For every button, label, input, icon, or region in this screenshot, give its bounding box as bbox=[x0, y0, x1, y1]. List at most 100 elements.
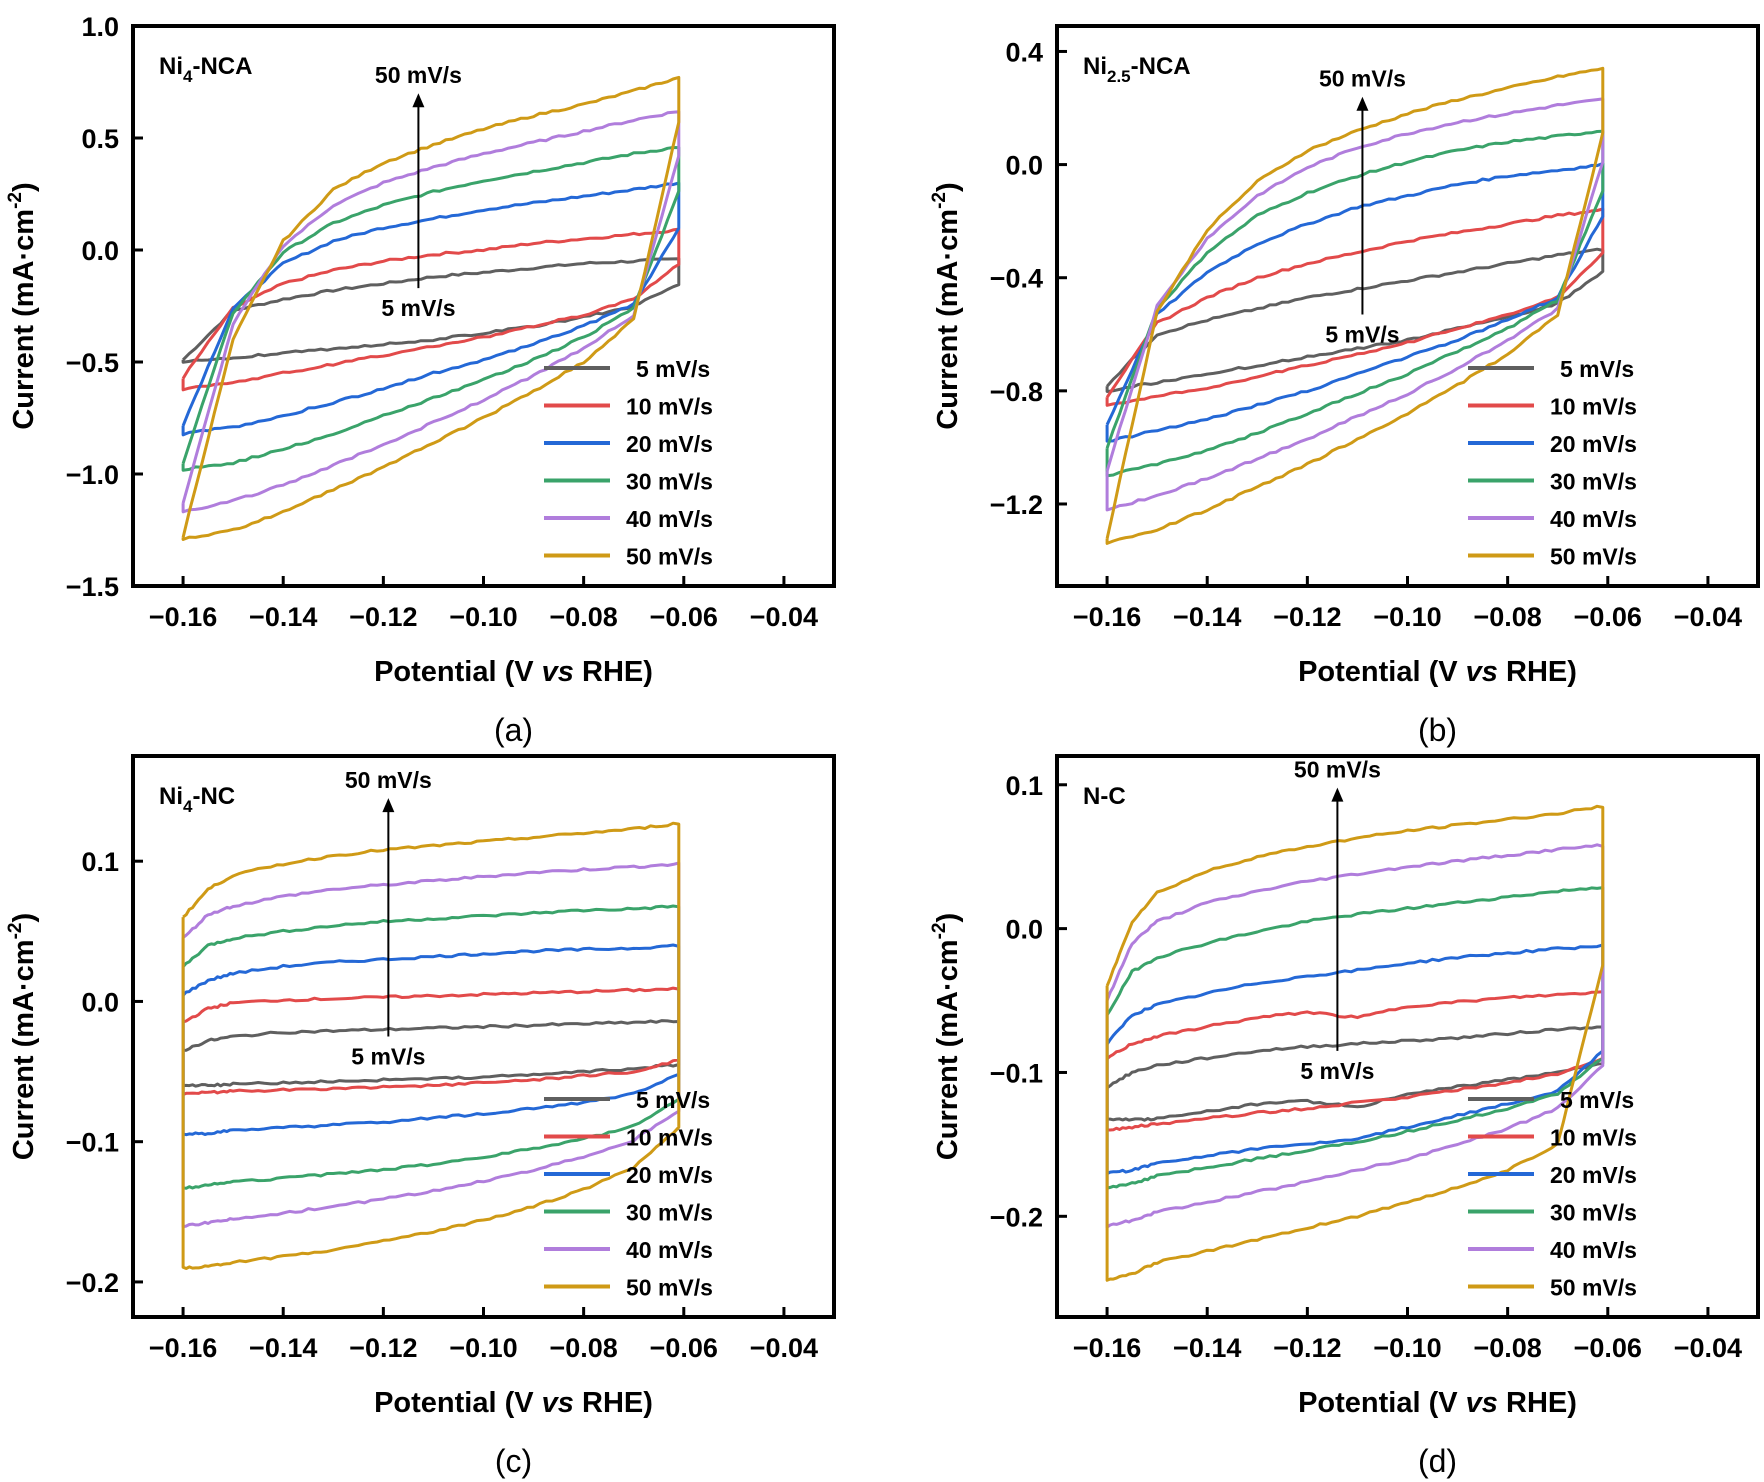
y-tick-label: −1.5 bbox=[66, 572, 119, 602]
series-line-40-mV-s bbox=[1105, 843, 1605, 1229]
legend-label: 5 mV/s bbox=[1560, 356, 1634, 382]
x-tick-label: −0.04 bbox=[1674, 602, 1742, 632]
sample-label: Ni4-NC bbox=[159, 783, 235, 816]
series-line-5-mV-s bbox=[1105, 247, 1605, 393]
y-tick-label: −0.2 bbox=[990, 1202, 1043, 1232]
sample-label: Ni4-NCA bbox=[159, 53, 252, 86]
sample-label: N-C bbox=[1083, 783, 1126, 810]
y-tick-label: 1.0 bbox=[81, 12, 119, 42]
x-tick-label: −0.14 bbox=[1173, 1333, 1241, 1363]
legend-label: 20 mV/s bbox=[1550, 1162, 1637, 1188]
x-tick-label: −0.16 bbox=[1073, 602, 1141, 632]
x-tick-label: −0.10 bbox=[449, 1333, 517, 1363]
x-tick-label: −0.10 bbox=[449, 602, 517, 632]
series-line-30-mV-s bbox=[1105, 129, 1605, 478]
x-tick-label: −0.14 bbox=[1173, 602, 1241, 632]
x-tick-label: −0.14 bbox=[249, 602, 317, 632]
annotation-bottom: 5 mV/s bbox=[1300, 1058, 1374, 1084]
plot-frame bbox=[1055, 754, 1760, 1319]
legend-label: 50 mV/s bbox=[1550, 544, 1637, 570]
x-axis-label: Potential (V vs RHE) bbox=[374, 1387, 653, 1419]
arrow-head-icon bbox=[382, 798, 395, 813]
y-tick-label: 0.0 bbox=[1005, 915, 1043, 945]
x-tick-label: −0.12 bbox=[1273, 1333, 1341, 1363]
series-line-30-mV-s bbox=[1105, 886, 1605, 1190]
arrow-head-icon bbox=[1356, 96, 1369, 111]
series-line-50-mV-s bbox=[1105, 804, 1605, 1282]
series-line-10-mV-s bbox=[181, 227, 681, 392]
panel-label: (d) bbox=[1418, 1443, 1457, 1479]
annotation-bottom: 5 mV/s bbox=[351, 1044, 425, 1070]
legend-label: 40 mV/s bbox=[626, 506, 713, 532]
x-tick-label: −0.04 bbox=[750, 602, 818, 632]
series-line-5-mV-s bbox=[181, 257, 681, 364]
annotation-top: 50 mV/s bbox=[1319, 66, 1406, 92]
series-line-10-mV-s bbox=[1105, 207, 1605, 407]
legend-label: 20 mV/s bbox=[626, 1162, 713, 1188]
x-tick-label: −0.08 bbox=[549, 1333, 617, 1363]
x-tick-label: −0.06 bbox=[650, 602, 718, 632]
arrow-head-icon bbox=[1331, 787, 1344, 802]
y-tick-label: −1.2 bbox=[990, 490, 1043, 520]
panel-label: (a) bbox=[494, 712, 533, 748]
legend-label: 30 mV/s bbox=[1550, 469, 1637, 495]
series-line-5-mV-s bbox=[181, 1019, 681, 1088]
x-tick-label: −0.14 bbox=[249, 1333, 317, 1363]
legend-label: 10 mV/s bbox=[626, 1125, 713, 1151]
legend-label: 40 mV/s bbox=[1550, 1237, 1637, 1263]
panel-a: −0.16 −0.14 −0.12 −0.10 −0.08 −0.06 −0.04 −1.5 −… bbox=[5, 12, 836, 748]
y-tick-label: −0.5 bbox=[66, 348, 119, 378]
x-tick-label: −0.12 bbox=[349, 1333, 417, 1363]
legend-label: 5 mV/s bbox=[1560, 1087, 1634, 1113]
legend-label: 30 mV/s bbox=[626, 469, 713, 495]
legend-label: 20 mV/s bbox=[1550, 431, 1637, 457]
x-tick-label: −0.10 bbox=[1373, 602, 1441, 632]
y-axis-label: Current (mA·cm-2) bbox=[929, 913, 964, 1160]
series-line-40-mV-s bbox=[181, 110, 681, 514]
series-line-20-mV-s bbox=[181, 943, 681, 1137]
y-tick-label: −0.8 bbox=[990, 377, 1043, 407]
y-tick-label: 0.5 bbox=[81, 124, 119, 154]
x-tick-label: −0.16 bbox=[1073, 1333, 1141, 1363]
legend-label: 40 mV/s bbox=[626, 1237, 713, 1263]
y-axis-label: Current (mA·cm-2) bbox=[929, 182, 964, 429]
sample-label: Ni2.5-NCA bbox=[1083, 53, 1191, 86]
legend-label: 30 mV/s bbox=[626, 1200, 713, 1226]
y-tick-label: 0.1 bbox=[1005, 771, 1043, 801]
x-tick-label: −0.06 bbox=[1574, 602, 1642, 632]
y-tick-label: 0.0 bbox=[1005, 151, 1043, 181]
panel-d: −0.16 −0.14 −0.12 −0.10 −0.08 −0.06 −0.04 −0.2 −… bbox=[929, 754, 1760, 1479]
panel-c: −0.16 −0.14 −0.12 −0.10 −0.08 −0.06 −0.04 −0.2 −… bbox=[5, 754, 836, 1479]
series-line-50-mV-s bbox=[181, 75, 681, 541]
annotation-top: 50 mV/s bbox=[345, 767, 432, 793]
panel-b: −0.16 −0.14 −0.12 −0.10 −0.08 −0.06 −0.04 −1.2 −… bbox=[929, 24, 1760, 748]
x-axis-label: Potential (V vs RHE) bbox=[1298, 656, 1577, 688]
legend-label: 20 mV/s bbox=[626, 431, 713, 457]
x-axis-label: Potential (V vs RHE) bbox=[374, 656, 653, 688]
series-line-30-mV-s bbox=[181, 146, 681, 472]
x-tick-label: −0.04 bbox=[1674, 1333, 1742, 1363]
y-tick-label: 0.0 bbox=[81, 236, 119, 266]
y-tick-label: −0.2 bbox=[66, 1268, 119, 1298]
annotation-top: 50 mV/s bbox=[375, 62, 462, 88]
legend-label: 30 mV/s bbox=[1550, 1200, 1637, 1226]
legend-label: 50 mV/s bbox=[1550, 1275, 1637, 1301]
x-tick-label: −0.08 bbox=[1473, 602, 1541, 632]
annotation-top: 50 mV/s bbox=[1294, 757, 1381, 783]
annotation-bottom: 5 mV/s bbox=[1325, 321, 1399, 347]
x-tick-label: −0.04 bbox=[750, 1333, 818, 1363]
y-tick-label: −0.4 bbox=[990, 264, 1043, 294]
legend-label: 10 mV/s bbox=[1550, 394, 1637, 420]
y-tick-label: −1.0 bbox=[66, 460, 119, 490]
series-line-20-mV-s bbox=[181, 181, 681, 437]
series-line-40-mV-s bbox=[1105, 97, 1605, 512]
series-line-50-mV-s bbox=[1105, 66, 1605, 545]
panel-label: (b) bbox=[1418, 712, 1457, 748]
arrow-head-icon bbox=[412, 93, 425, 108]
y-tick-label: 0.0 bbox=[81, 987, 119, 1017]
legend-label: 40 mV/s bbox=[1550, 506, 1637, 532]
x-tick-label: −0.08 bbox=[1473, 1333, 1541, 1363]
x-tick-label: −0.16 bbox=[149, 602, 217, 632]
panel-label: (c) bbox=[495, 1443, 532, 1479]
series-line-20-mV-s bbox=[1105, 162, 1605, 443]
